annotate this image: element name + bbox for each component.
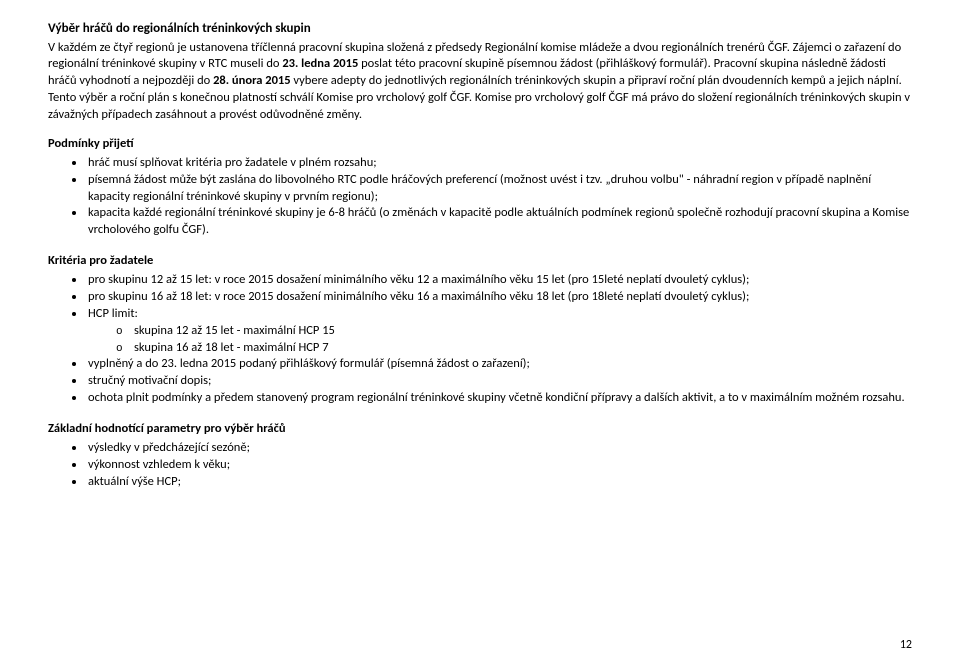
criteria-list: pro skupinu 12 až 15 let: v roce 2015 do… (48, 272, 912, 407)
list-item: vyplněný a do 23. ledna 2015 podaný přih… (86, 356, 912, 373)
para-bold-date-2: 28. února 2015 (213, 73, 290, 88)
conditions-list: hráč musí splňovat kritéria pro žadatele… (48, 155, 912, 239)
list-item: ochota plnit podmínky a předem stanovený… (86, 390, 912, 407)
list-item: výsledky v předcházející sezóně; (86, 440, 912, 457)
para-bold-date-1: 23. ledna 2015 (282, 56, 358, 71)
list-item: stručný motivační dopis; (86, 373, 912, 390)
section-title-params: Základní hodnotící parametry pro výběr h… (48, 421, 912, 438)
list-item: HCP limit: skupina 12 až 15 let - maximá… (86, 306, 912, 357)
params-list: výsledky v předcházející sezóně; výkonno… (48, 440, 912, 491)
list-item-text: HCP limit: (88, 306, 138, 321)
sublist-item: skupina 12 až 15 let - maximální HCP 15 (116, 323, 912, 340)
section1-paragraph: V každém ze čtyř regionů je ustanovena t… (48, 40, 912, 124)
list-item: kapacita každé regionální tréninkové sku… (86, 205, 912, 239)
list-item: písemná žádost může být zaslána do libov… (86, 172, 912, 206)
section-title-conditions: Podmínky přijetí (48, 136, 912, 153)
sublist-text: skupina 16 až 18 let - maximální HCP 7 (134, 340, 329, 355)
sublist-text: skupina 12 až 15 let - maximální HCP 15 (134, 323, 335, 338)
list-item: aktuální výše HCP; (86, 474, 912, 491)
list-item: hráč musí splňovat kritéria pro žadatele… (86, 155, 912, 172)
hcp-sublist: skupina 12 až 15 let - maximální HCP 15 … (88, 323, 912, 357)
list-item: výkonnost vzhledem k věku; (86, 457, 912, 474)
list-item: pro skupinu 12 až 15 let: v roce 2015 do… (86, 272, 912, 289)
page-number: 12 (900, 637, 912, 653)
sublist-item: skupina 16 až 18 let - maximální HCP 7 (116, 340, 912, 357)
section-title-selection: Výběr hráčů do regionálních tréninkových… (48, 20, 912, 38)
section-title-criteria: Kritéria pro žadatele (48, 253, 912, 270)
list-item: pro skupinu 16 až 18 let: v roce 2015 do… (86, 289, 912, 306)
